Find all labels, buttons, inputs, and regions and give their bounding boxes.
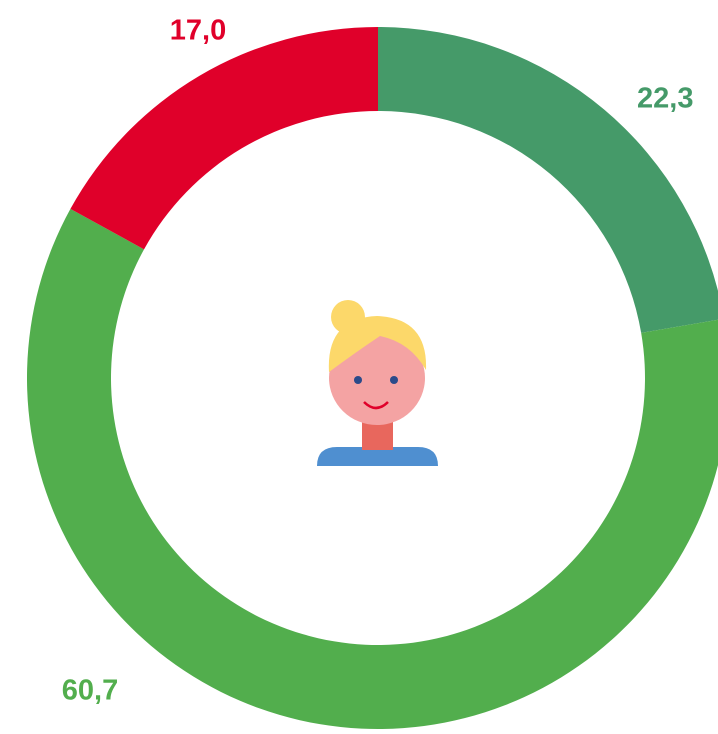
value-label: 17,0 <box>170 15 226 47</box>
value-label: 60,7 <box>62 675 118 707</box>
donut-slice <box>27 209 718 729</box>
value-label: 22,3 <box>637 83 693 115</box>
person-icon <box>317 300 438 466</box>
donut-slice <box>378 27 718 333</box>
eye <box>390 376 398 384</box>
chart: 22,3 60,7 17,0 <box>0 0 718 734</box>
hair-bun <box>331 300 365 334</box>
donut-slice <box>70 27 378 249</box>
eye <box>354 376 362 384</box>
